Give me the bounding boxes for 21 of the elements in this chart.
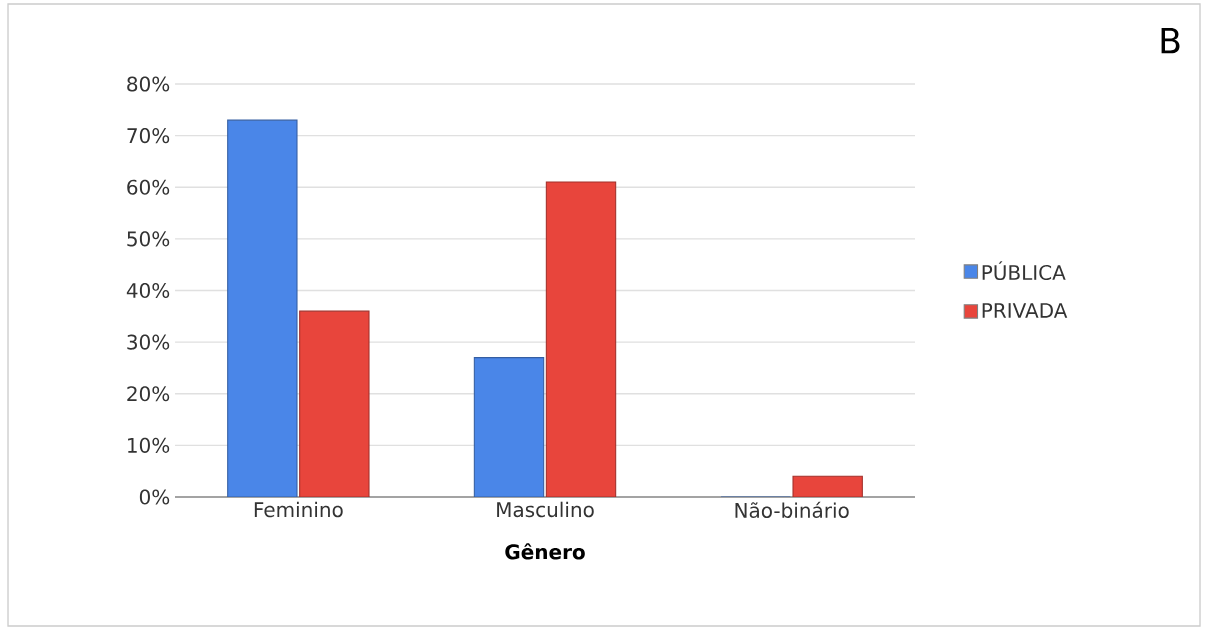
y-tick-label: 80%: [127, 76, 170, 92]
bar: [473, 357, 545, 497]
bar: [227, 119, 298, 497]
y-tick-label: 0%: [139, 489, 170, 505]
x-tick-label: Masculino: [497, 501, 594, 518]
y-tick-label: 50%: [127, 231, 170, 247]
x-tick-label: Não-binário: [735, 501, 849, 518]
legend-label: PÚBLICA: [982, 261, 1066, 281]
bar: [792, 475, 863, 497]
legend-label: PRIVADA: [982, 303, 1068, 318]
y-tick-label: 40%: [126, 282, 170, 299]
x-axis-title: Gênero: [505, 543, 585, 560]
y-tick-label: 10%: [128, 437, 170, 453]
text: B: [1161, 28, 1180, 54]
y-tick-label: 60%: [127, 179, 170, 195]
y-tick-label: 30%: [127, 334, 170, 350]
x-tick-label: Feminino: [254, 501, 343, 518]
bar: [545, 181, 617, 497]
y-tick-label: 20%: [127, 386, 170, 402]
y-tick-label: 70%: [127, 128, 170, 144]
bar: [299, 310, 370, 497]
